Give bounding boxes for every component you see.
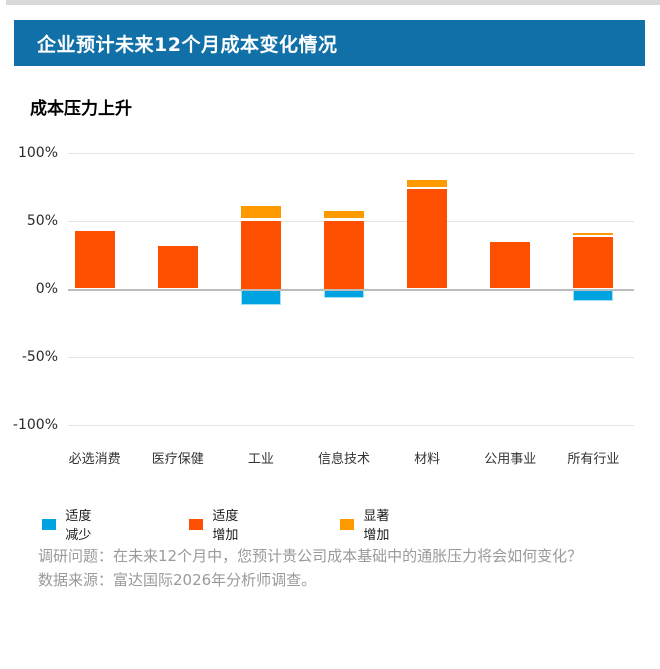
segment-significant-increase [407, 179, 448, 190]
gridline [68, 424, 634, 426]
bar-必选消费 [53, 153, 136, 427]
segment-significant-increase [323, 210, 364, 221]
data-source-note: 数据来源：富达国际2026年分析师调查。 [38, 571, 317, 589]
segment-moderate-decrease [240, 288, 281, 305]
y-axis-tick-label: 100% [17, 145, 58, 161]
x-axis-label-必选消费: 必选消费 [68, 452, 121, 467]
segment-significant-increase [240, 205, 281, 221]
x-axis-label-所有行业: 所有行业 [567, 452, 620, 467]
bar-信息技术 [302, 153, 385, 427]
bar-chart-plot: 100% 50% 0% -50% -100% [0, 145, 660, 433]
bar-医疗保健 [136, 153, 219, 427]
bar-材料 [386, 153, 469, 427]
bar-所有行业 [552, 153, 635, 427]
legend-label: 适度增加 [212, 509, 239, 543]
segment-moderate-increase [407, 189, 448, 289]
legend-item: 显著增加 [340, 505, 390, 543]
segment-moderate-decrease [573, 288, 614, 301]
y-axis-tick-label: 50% [26, 212, 58, 229]
segment-moderate-increase [573, 236, 614, 289]
gridline [68, 153, 634, 154]
legend-swatch-icon [42, 518, 57, 530]
x-axis-label-公用事业: 公用事业 [484, 452, 537, 467]
segment-moderate-increase [240, 220, 281, 289]
footer-notes: 调研问题：在未来12个月中，您预计贵公司成本基础中的通胀压力将会如何变化？ 数据… [38, 544, 618, 592]
segment-moderate-decrease [323, 288, 364, 299]
segment-moderate-increase [74, 231, 115, 289]
y-axis-tick-label: -50% [21, 348, 58, 365]
segment-moderate-increase [157, 246, 198, 289]
chart-subtitle: 成本压力上升 [30, 99, 132, 119]
x-axis-label-工业: 工业 [247, 452, 274, 467]
x-axis-label-信息技术: 信息技术 [317, 452, 370, 467]
segment-moderate-increase [490, 242, 531, 289]
legend-swatch-icon [340, 518, 355, 530]
legend-label: 显著增加 [363, 509, 390, 543]
zero-baseline [68, 288, 634, 291]
x-axis-label-材料: 材料 [414, 452, 441, 467]
segment-moderate-increase [323, 220, 364, 289]
survey-question-note: 调研问题：在未来12个月中，您预计贵公司成本基础中的通胀压力将会如何变化？ [38, 547, 583, 565]
page-title: 企业预计未来12个月成本变化情况 [37, 33, 338, 56]
bar-公用事业 [469, 153, 552, 427]
bar-工业 [219, 153, 302, 427]
x-axis-label-医疗保健: 医疗保健 [151, 452, 204, 467]
legend-swatch-icon [189, 518, 204, 530]
legend-item: 适度增加 [189, 505, 239, 543]
header-banner: 企业预计未来12个月成本变化情况 [14, 20, 645, 66]
y-axis-tick-label: -100% [12, 416, 58, 433]
legend-label: 适度减少 [65, 509, 92, 543]
x-axis-category-labels: 必选消费 医疗保健 工业 信息技术 材料 公用事业 所有行业 [53, 448, 635, 467]
segment-significant-increase [573, 232, 614, 237]
y-axis-tick-label: 0% [35, 280, 58, 297]
top-edge-strip [6, 0, 660, 5]
legend-item: 适度减少 [42, 505, 92, 543]
gridline [68, 356, 634, 358]
bars-area [53, 153, 635, 427]
